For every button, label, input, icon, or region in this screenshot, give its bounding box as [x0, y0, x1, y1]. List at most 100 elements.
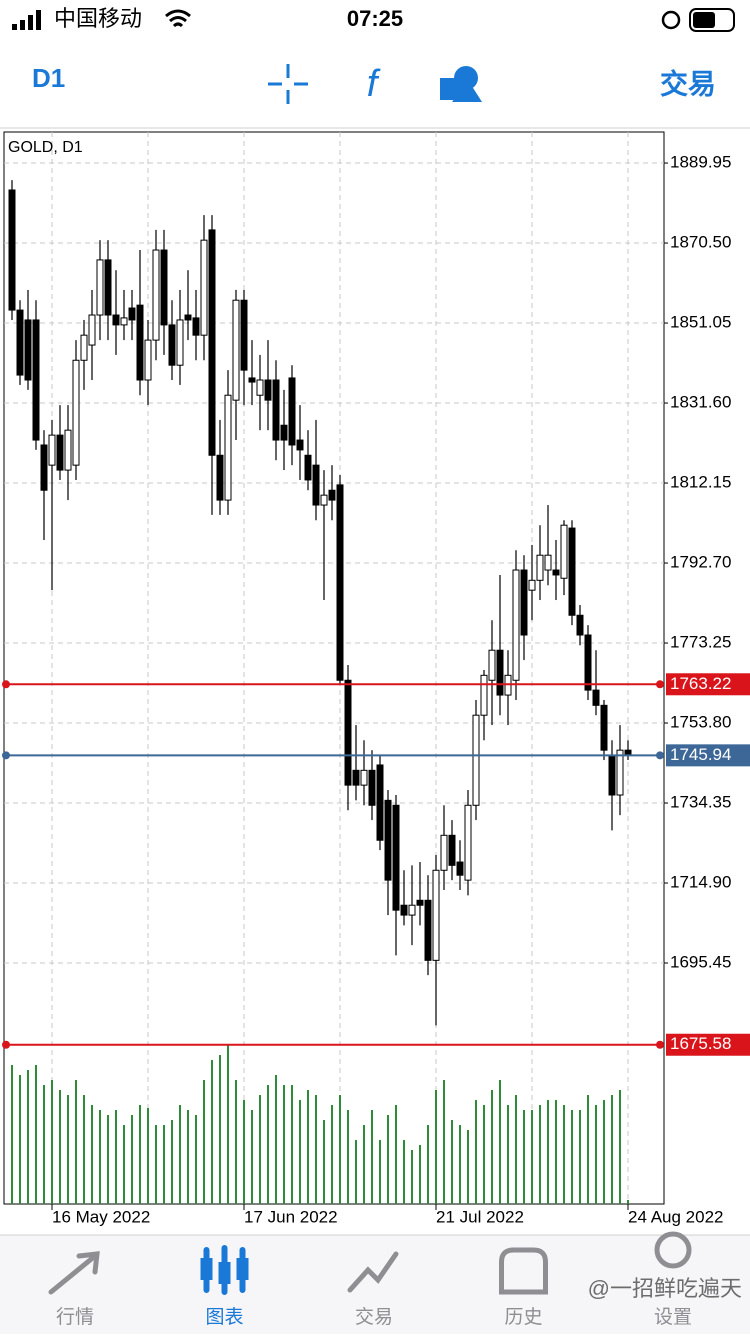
volume-bar — [91, 1105, 93, 1204]
candle-body — [160, 249, 168, 326]
volume-bar — [507, 1105, 509, 1204]
volume-bar — [35, 1065, 37, 1204]
y-tick-label: 1695.45 — [670, 952, 731, 971]
trade-button[interactable]: 交易 — [660, 67, 716, 99]
volume-bar — [627, 1200, 629, 1204]
volume-bar — [43, 1085, 45, 1204]
candle-body — [392, 804, 400, 911]
candle-body — [512, 569, 520, 681]
candle-body — [240, 299, 248, 371]
volume-bar — [115, 1110, 117, 1204]
volume-bar — [171, 1120, 173, 1204]
candle-body — [528, 579, 536, 591]
price-line-handle[interactable] — [2, 680, 10, 689]
price-line-handle[interactable] — [656, 751, 664, 760]
candle-body — [384, 799, 392, 881]
candle-body — [360, 769, 368, 786]
candle-body — [256, 379, 264, 396]
candle-body — [616, 749, 624, 796]
price-label: 1675.58 — [670, 1034, 731, 1053]
battery-icon — [689, 8, 735, 32]
volume-bar — [403, 1140, 405, 1204]
volume-bar — [267, 1085, 269, 1204]
x-tick-label: 16 May 2022 — [52, 1207, 150, 1226]
tab[interactable]: 历史 — [499, 1247, 548, 1328]
volume-bar — [59, 1090, 61, 1204]
candle-body — [352, 769, 360, 786]
volume-bar — [619, 1090, 621, 1204]
volume-bar — [259, 1095, 261, 1204]
volume-bar — [211, 1060, 213, 1204]
candle-body — [544, 554, 552, 571]
candle-body — [432, 869, 440, 961]
volume-bar — [515, 1095, 517, 1204]
volume-bar — [531, 1110, 533, 1204]
volume-bar — [315, 1095, 317, 1204]
axes: 1889.95 1870.50 1851.05 1831.60 1812.15 1792.… — [51, 153, 750, 1226]
crosshair-button[interactable] — [268, 64, 308, 104]
volume-bar — [235, 1080, 237, 1204]
indicator-button[interactable]: f — [367, 63, 381, 105]
candle-body — [448, 834, 456, 866]
candle-body — [424, 899, 432, 961]
candle-body — [192, 317, 200, 336]
tab-label: 设置 — [654, 1306, 692, 1328]
candle-body — [56, 434, 64, 471]
volume-bar — [219, 1055, 221, 1204]
volume-bar — [155, 1125, 157, 1204]
volume-bar — [195, 1115, 197, 1204]
price-label: 1745.94 — [670, 745, 731, 764]
y-tick-label: 1889.95 — [670, 153, 731, 172]
candle-body — [32, 319, 40, 441]
price-line-handle[interactable] — [656, 1040, 664, 1049]
battery-level — [693, 12, 715, 28]
volume-bar — [603, 1100, 605, 1204]
volume-bar — [243, 1100, 245, 1204]
chart-title: GOLD, D1 — [8, 139, 83, 156]
volume-bar — [163, 1125, 165, 1204]
candle-body — [600, 704, 608, 751]
watermark: @一招鲜吃遍天 — [588, 1276, 742, 1301]
price-line-handle[interactable] — [2, 751, 10, 760]
timeframe-button[interactable]: D1 — [32, 63, 65, 93]
lock-icon — [661, 10, 681, 30]
candle-body — [552, 569, 560, 576]
tab[interactable]: 图表 — [200, 1245, 249, 1328]
signal-icon — [12, 10, 41, 30]
candle-body — [120, 317, 128, 326]
candle-body — [248, 377, 256, 383]
tab[interactable]: 交易 — [347, 1251, 399, 1328]
candle-body — [80, 334, 88, 361]
price-line-handle[interactable] — [656, 680, 664, 689]
candle-body — [208, 229, 216, 456]
candle-body — [536, 554, 544, 581]
tab[interactable]: 行情 — [48, 1251, 100, 1328]
wifi-icon — [165, 9, 191, 28]
tab[interactable]: 设置 — [654, 1231, 692, 1328]
volume-bar — [379, 1140, 381, 1204]
volume-bar — [467, 1130, 469, 1204]
candle-body — [168, 324, 176, 366]
volume-bar — [571, 1110, 573, 1204]
y-tick-label: 1734.35 — [670, 793, 731, 812]
y-tick-label: 1773.25 — [670, 633, 731, 652]
price-line-handle[interactable] — [2, 1040, 10, 1049]
volume-bar — [499, 1080, 501, 1204]
objects-button[interactable] — [440, 66, 482, 102]
candle-body — [472, 714, 480, 806]
volume-bar — [547, 1100, 549, 1204]
candle-body — [304, 454, 312, 481]
candle-body — [88, 314, 96, 346]
volume-bar — [563, 1105, 565, 1204]
candle-body — [152, 249, 160, 341]
candle-body — [264, 379, 272, 401]
volume-bar — [131, 1115, 133, 1204]
volume-bar — [411, 1150, 413, 1204]
candle-body — [48, 434, 56, 466]
tab-label: 交易 — [355, 1306, 393, 1328]
candle-body — [520, 569, 528, 636]
y-tick-label: 1870.50 — [670, 233, 731, 252]
volume-bar — [387, 1115, 389, 1204]
tab-icon — [236, 1258, 249, 1280]
